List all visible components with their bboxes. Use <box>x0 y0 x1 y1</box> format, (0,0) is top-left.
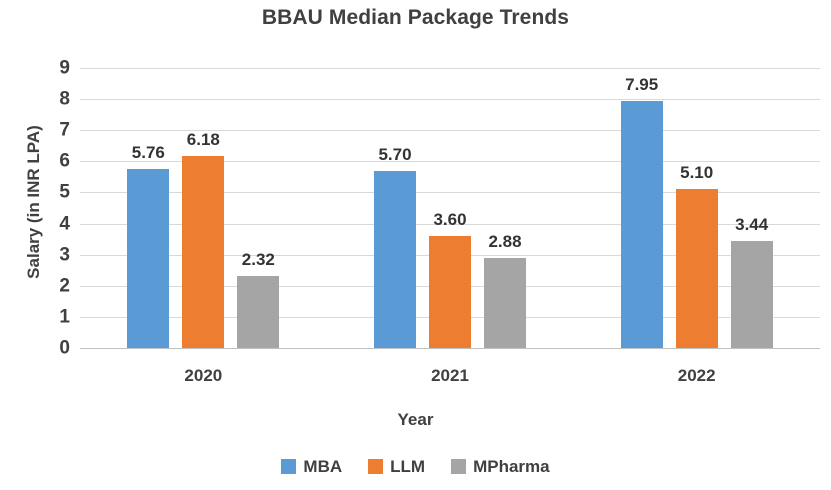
bar[interactable] <box>182 155 225 348</box>
legend-item[interactable]: MPharma <box>451 458 550 475</box>
bar[interactable] <box>237 275 280 348</box>
bar-value-label: 2.32 <box>241 249 275 269</box>
chart-title: BBAU Median Package Trends <box>261 6 570 29</box>
bar-value-label: 3.44 <box>735 214 769 234</box>
y-axis-tick-label: 5 <box>59 181 70 203</box>
y-axis-tick-labels: 0 1 2 3 4 5 6 7 8 9 <box>40 59 70 358</box>
legend-swatch-icon <box>451 459 467 474</box>
y-axis-tick-label: 1 <box>59 306 70 328</box>
bar[interactable] <box>429 236 471 348</box>
plot-area: 5.76 6.18 2.32 5.70 3.60 2.88 7.95 5.10 3.44 <box>80 68 820 349</box>
bar-value-label: 5.10 <box>680 163 714 183</box>
legend-label: MBA <box>303 457 343 476</box>
bar[interactable] <box>374 170 416 348</box>
bar[interactable] <box>730 240 773 348</box>
gridline <box>80 161 820 163</box>
legend-label: MPharma <box>473 457 550 476</box>
x-axis-line <box>80 348 820 349</box>
legend-item[interactable]: LLM <box>368 458 425 475</box>
y-axis-tick-label: 0 <box>59 337 70 359</box>
bar-value-label: 7.95 <box>625 74 659 94</box>
y-axis-tick-label: 6 <box>59 150 70 172</box>
bar[interactable] <box>675 189 718 348</box>
gridline <box>80 223 820 225</box>
y-axis-tick-label: 3 <box>59 244 70 266</box>
legend: MBA LLM MPharma <box>0 458 831 475</box>
bar-value-label: 3.60 <box>433 210 467 229</box>
x-axis-category-label: 2022 <box>677 366 716 385</box>
legend-label: LLM <box>390 457 426 476</box>
x-axis-title: Year <box>397 410 434 429</box>
gridline <box>80 130 820 132</box>
legend-swatch-icon <box>281 459 297 474</box>
bar-value-label: 5.70 <box>378 144 412 164</box>
y-axis-tick-label: 9 <box>59 57 70 79</box>
bar-value-label: 6.18 <box>186 129 220 149</box>
gridline <box>80 192 820 194</box>
y-axis-tick-label: 8 <box>59 88 70 110</box>
bar[interactable] <box>484 258 526 348</box>
bar-value-label: 2.88 <box>488 232 522 252</box>
y-axis-tick-label: 7 <box>59 119 70 141</box>
gridline <box>80 68 820 69</box>
y-axis-tick-label: 2 <box>59 275 70 297</box>
x-axis-category-label: 2020 <box>184 366 223 385</box>
bar[interactable] <box>620 100 663 348</box>
bar-value-label: 5.76 <box>131 142 165 162</box>
x-axis-category-label: 2021 <box>431 366 469 385</box>
bar[interactable] <box>127 168 170 348</box>
y-axis-tick-label: 4 <box>59 213 70 235</box>
gridline <box>80 99 820 101</box>
legend-item[interactable]: MBA <box>281 458 342 475</box>
legend-swatch-icon <box>368 459 384 474</box>
